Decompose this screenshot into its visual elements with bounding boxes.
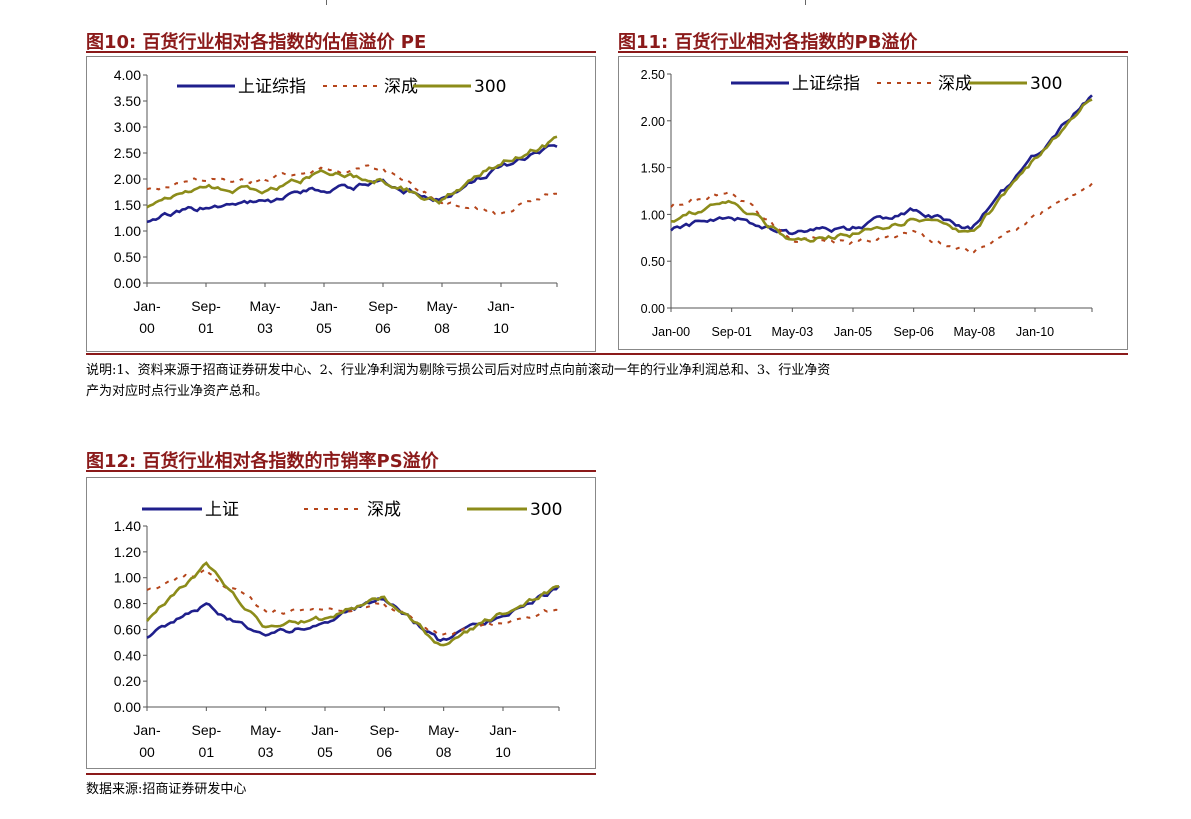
x-tick-label: Sep-	[192, 722, 222, 738]
legend-label-0: 上证综指	[792, 74, 860, 94]
x-tick-label: May-	[428, 722, 459, 738]
y-tick-label: 2.50	[114, 145, 141, 161]
y-tick-label: 1.40	[114, 518, 141, 534]
y-tick-label: 0.00	[114, 275, 141, 291]
fig11-plot: 2.50 2.00 1.50 1.00 0.50 0.00 Jan-00 Sep-01 May-…	[641, 68, 1093, 339]
x-tick-label: 06	[375, 320, 391, 336]
fig11-chart: 2.50 2.00 1.50 1.00 0.50 0.00 Jan-00 Sep-01 May-…	[618, 56, 1128, 350]
series-line-2	[146, 561, 559, 647]
x-tick-label: 08	[436, 744, 452, 760]
x-tick-label: May-	[250, 722, 281, 738]
source-note: 数据来源:招商证券研发中心	[86, 782, 247, 797]
fig11-title: 图11: 百货行业相对各指数的PB溢价	[618, 32, 918, 53]
x-tick-label: 05	[317, 744, 333, 760]
fig10-chart: 4.00 3.50 3.00 2.50 2.00 1.50 1.00 0.50 0.00 Jan-…	[86, 56, 596, 352]
y-tick-label: 2.00	[641, 115, 665, 129]
fig12-chart: 1.40 1.20 1.00 0.80 0.60 0.40 0.20 0.00 Jan- 00 Se…	[86, 477, 596, 769]
fig10-title: 图10: 百货行业相对各指数的估值溢价 PE	[86, 32, 427, 53]
x-tick-label: May-	[426, 298, 457, 314]
series-line-1	[146, 568, 560, 636]
legend-label-0: 上证	[205, 500, 239, 520]
y-tick-label: 1.00	[114, 223, 141, 239]
y-tick-label: 0.60	[114, 621, 141, 637]
fig12-title-rule	[86, 470, 596, 472]
x-tick-label: 08	[434, 320, 450, 336]
x-tick-label: May-03	[771, 325, 813, 339]
series-line-0	[670, 94, 1093, 236]
x-tick-label: Jan-	[133, 722, 161, 738]
series-line-1	[670, 182, 1093, 255]
y-tick-label: 0.50	[114, 249, 141, 265]
y-tick-label: 3.50	[114, 93, 141, 109]
fig11-title-rule	[618, 51, 1128, 53]
fig12-plot: 1.40 1.20 1.00 0.80 0.60 0.40 0.20 0.00 Jan- 00 Se…	[114, 500, 563, 760]
y-tick-label: 2.00	[114, 171, 141, 187]
y-tick-label: 0.00	[114, 699, 141, 715]
x-tick-label: 05	[316, 320, 332, 336]
x-tick-label: Jan-	[487, 298, 515, 314]
y-tick-label: 2.50	[641, 68, 665, 82]
x-tick-label: 03	[257, 320, 273, 336]
y-tick-label: 0.20	[114, 673, 141, 689]
x-tick-label: Jan-	[310, 298, 338, 314]
legend-label-1: 深成	[367, 500, 401, 520]
legend-label-1: 深成	[938, 74, 972, 94]
x-tick-label: Sep-	[370, 722, 400, 738]
fig12-bottom-rule	[86, 773, 596, 775]
fig10-title-rule	[86, 51, 596, 53]
footnote-line-2: 产为对应时点行业净资产总和。	[86, 384, 269, 399]
y-tick-label: 0.00	[641, 302, 665, 316]
y-tick-label: 1.00	[641, 208, 665, 222]
legend-label-0: 上证综指	[238, 77, 306, 97]
top-tick	[805, 0, 806, 5]
series-line-2	[146, 135, 558, 209]
x-tick-label: 10	[495, 744, 511, 760]
x-tick-label: Jan-	[311, 722, 339, 738]
x-tick-label: 01	[199, 744, 215, 760]
x-tick-label: Jan-	[489, 722, 517, 738]
x-tick-label: May-	[249, 298, 280, 314]
x-tick-label: Sep-06	[894, 325, 934, 339]
series-line-0	[146, 144, 558, 224]
y-tick-label: 3.00	[114, 119, 141, 135]
x-tick-label: 01	[198, 320, 214, 336]
y-tick-label: 1.00	[114, 570, 141, 586]
y-tick-label: 1.50	[114, 197, 141, 213]
x-tick-label: 00	[139, 320, 155, 336]
x-tick-label: 03	[258, 744, 274, 760]
fig11-bottom-rule	[596, 353, 1128, 355]
x-tick-label: Jan-	[133, 298, 161, 314]
x-tick-label: Jan-05	[834, 325, 872, 339]
x-tick-label: 00	[139, 744, 155, 760]
legend-label-1: 深成	[384, 77, 418, 97]
y-tick-label: 0.40	[114, 647, 141, 663]
x-tick-label: 10	[493, 320, 509, 336]
x-tick-label: May-08	[953, 325, 995, 339]
series-line-1	[146, 164, 558, 216]
y-tick-label: 1.20	[114, 544, 141, 560]
footnote-line-1: 说明:1、资料来源于招商证券研发中心、2、行业净利润为剔除亏损公司后对应时点向前…	[86, 363, 831, 378]
x-tick-label: 06	[377, 744, 393, 760]
x-tick-label: Jan-10	[1016, 325, 1054, 339]
x-tick-label: Jan-00	[652, 325, 690, 339]
series-line-2	[670, 98, 1093, 243]
y-tick-label: 0.80	[114, 596, 141, 612]
y-tick-label: 4.00	[114, 67, 141, 83]
fig10-bottom-rule	[86, 353, 596, 355]
fig12-title: 图12: 百货行业相对各指数的市销率PS溢价	[86, 451, 439, 472]
fig10-plot: 4.00 3.50 3.00 2.50 2.00 1.50 1.00 0.50 0.00 Jan-…	[114, 67, 558, 336]
legend-label-2: 300	[530, 500, 562, 520]
y-tick-label: 1.50	[641, 162, 665, 176]
legend-label-2: 300	[1030, 74, 1062, 94]
x-tick-label: Sep-	[191, 298, 221, 314]
legend-label-2: 300	[474, 77, 506, 97]
x-tick-label: Sep-01	[712, 325, 752, 339]
x-tick-label: Sep-	[368, 298, 398, 314]
top-tick	[326, 0, 327, 5]
y-tick-label: 0.50	[641, 255, 665, 269]
